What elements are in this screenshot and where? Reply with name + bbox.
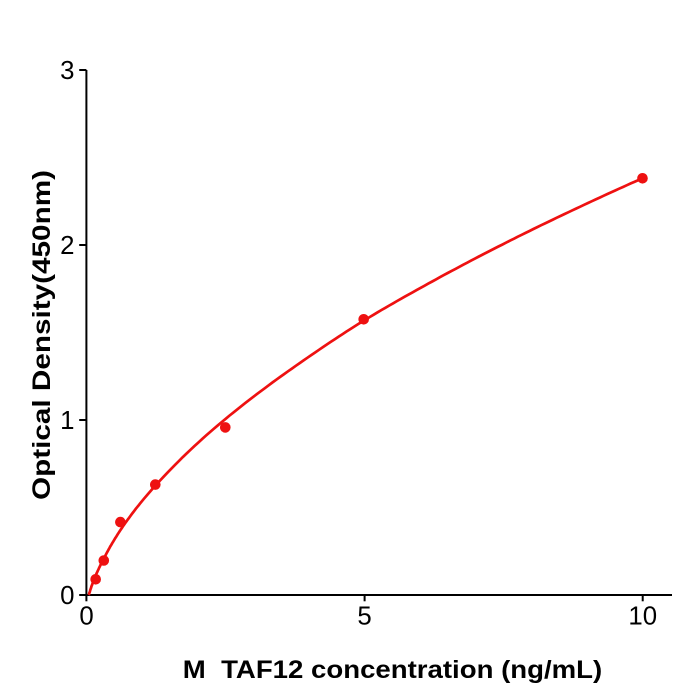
svg-text:0: 0	[79, 603, 93, 631]
svg-text:2: 2	[60, 232, 74, 260]
svg-text:1: 1	[60, 407, 74, 435]
svg-text:M TAF12 concentration (ng/mL): M TAF12 concentration (ng/mL)	[183, 656, 602, 684]
svg-text:5: 5	[357, 603, 371, 631]
svg-text:10: 10	[628, 603, 657, 631]
svg-text:Optical Density(450nm): Optical Density(450nm)	[28, 170, 56, 500]
svg-text:3: 3	[60, 57, 74, 85]
svg-text:0: 0	[60, 582, 74, 610]
